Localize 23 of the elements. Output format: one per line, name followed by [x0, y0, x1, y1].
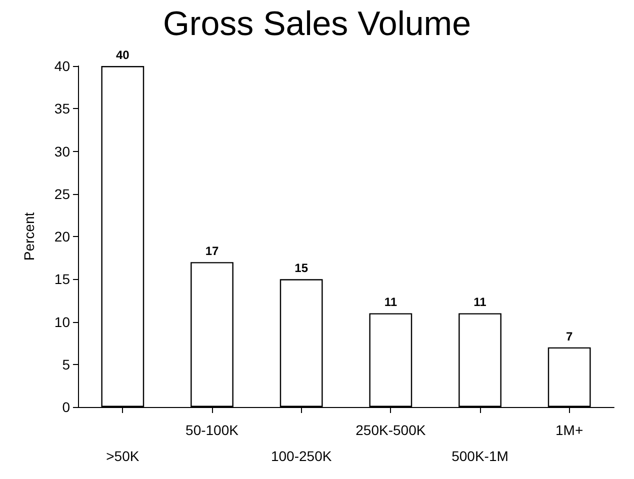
y-tick-label: 20: [54, 228, 70, 244]
x-tick-label: >50K: [106, 448, 140, 464]
y-tick-label: 35: [54, 100, 70, 117]
chart-title: Gross Sales Volume: [162, 5, 472, 43]
y-tick-label: 40: [54, 58, 70, 74]
data-label: 17: [205, 244, 219, 258]
x-tick-label: 100-250K: [270, 448, 332, 464]
y-tick-label: 5: [62, 356, 70, 372]
y-tick-label: 30: [54, 143, 70, 160]
data-label: 15: [294, 261, 308, 276]
x-tick-label: 1M+: [556, 422, 584, 438]
x-tick-label: 500K-1M: [452, 448, 508, 464]
y-axis-title: Percent: [21, 212, 37, 261]
y-tick-label: 15: [54, 271, 70, 288]
data-label: 40: [116, 48, 130, 62]
x-tick-label: 250K-500K: [356, 422, 426, 438]
data-label: 11: [474, 295, 487, 310]
y-tick-label: 25: [54, 186, 70, 202]
x-tick-label: 50-100K: [186, 422, 240, 438]
data-label: 11: [384, 295, 398, 310]
y-tick-label: 10: [54, 314, 70, 330]
y-tick-label: 0: [62, 399, 70, 415]
data-label: 7: [566, 329, 573, 344]
